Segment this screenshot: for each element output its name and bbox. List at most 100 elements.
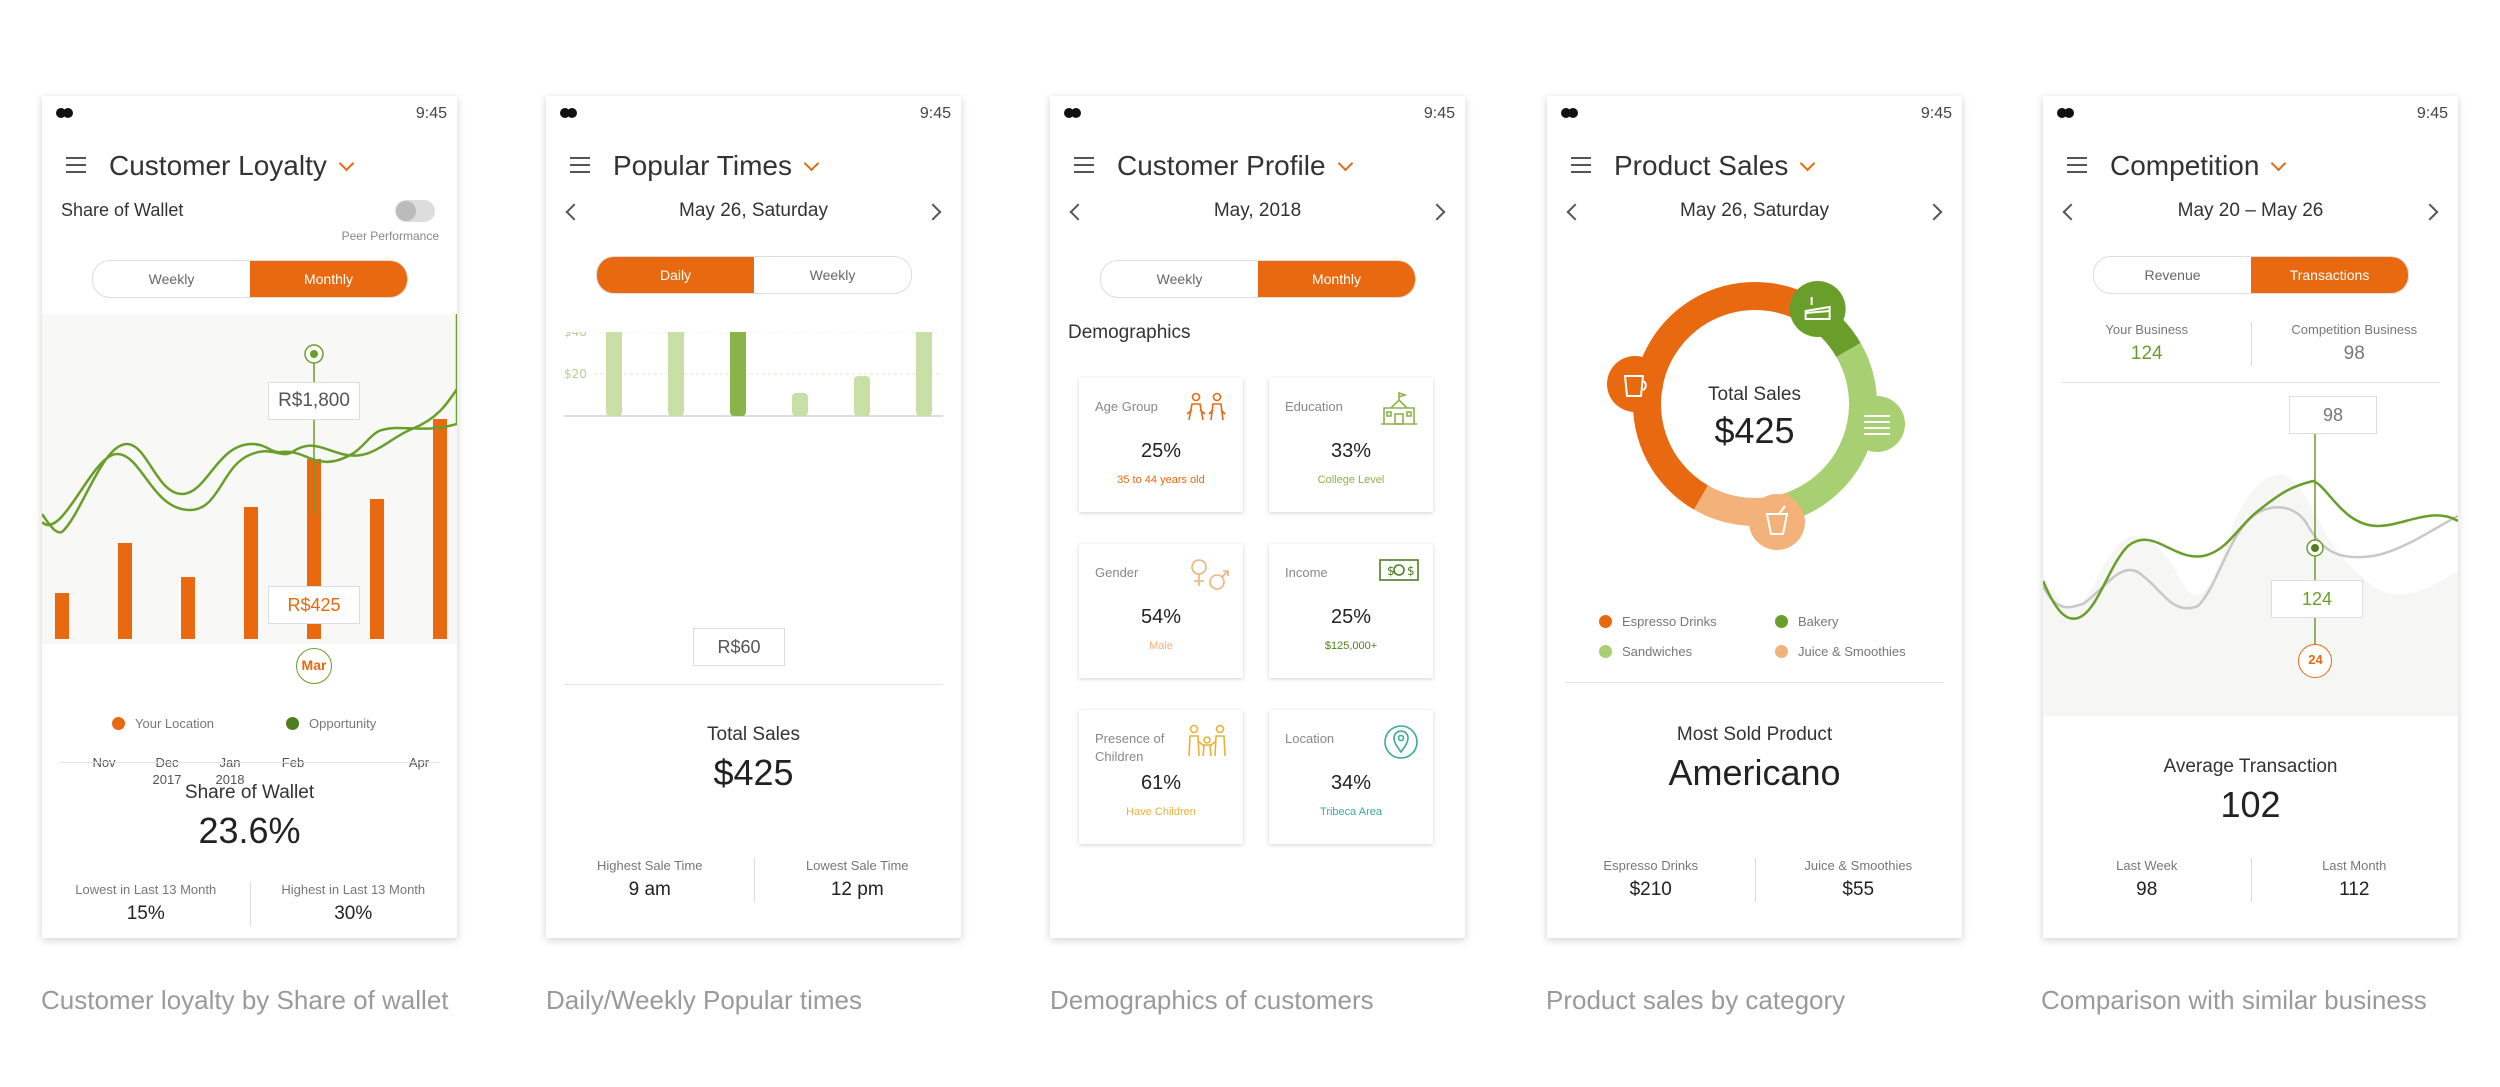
selected-month-ring[interactable] bbox=[296, 648, 332, 684]
svg-text:$: $ bbox=[1387, 564, 1395, 578]
avg-transaction-label: Average Transaction bbox=[2163, 756, 2338, 777]
card-value: 34% bbox=[1330, 772, 1372, 794]
juice-icon bbox=[1749, 494, 1805, 550]
app-bar: Popular Times bbox=[546, 142, 961, 192]
caption-profile: Demographics of customers bbox=[1050, 985, 1374, 1015]
legend-sandwiches: Sandwiches bbox=[1599, 644, 1692, 659]
menu-icon[interactable] bbox=[2067, 157, 2087, 173]
camera-icon bbox=[1064, 108, 1082, 118]
orange-dot-icon bbox=[1599, 615, 1612, 628]
y-tick-label: $20 bbox=[564, 367, 587, 381]
page-title-dropdown[interactable]: Customer Loyalty bbox=[109, 150, 355, 182]
card-sub: Male bbox=[1149, 640, 1173, 652]
tab-weekly[interactable]: Weekly bbox=[1156, 271, 1203, 287]
caption-competition: Comparison with similar business bbox=[2041, 985, 2427, 1015]
highest-sale-time-label: Highest Sale Time bbox=[597, 858, 703, 873]
divider bbox=[2250, 858, 2252, 902]
card-income[interactable]: Income $ $ 25% $125,000+ bbox=[1269, 544, 1433, 678]
min-max-stats: Lowest in Last 13 Month 15% Highest in La… bbox=[42, 882, 457, 938]
selected-day-ring[interactable] bbox=[2298, 644, 2332, 678]
x-axis-year: 2017 bbox=[152, 772, 182, 787]
menu-icon[interactable] bbox=[1074, 157, 1094, 173]
loyalty-chart bbox=[42, 314, 457, 644]
status-time: 9:45 bbox=[1920, 105, 1952, 122]
previous-date-icon[interactable] bbox=[2062, 203, 2080, 221]
total-sales-value: $425 bbox=[713, 752, 794, 793]
opportunity-line bbox=[42, 314, 457, 534]
selected-point bbox=[310, 350, 318, 358]
page-title: Customer Profile bbox=[1117, 150, 1326, 181]
your-business-line bbox=[2043, 479, 2458, 620]
legend-label: Espresso Drinks bbox=[1622, 614, 1717, 629]
tab-revenue[interactable]: Revenue bbox=[2144, 267, 2201, 283]
bar-1p bbox=[854, 376, 870, 416]
card-presence-of-children[interactable]: Presence of Children 61% Have Children bbox=[1079, 710, 1243, 844]
previous-date-icon[interactable] bbox=[1566, 203, 1584, 221]
page-title-dropdown[interactable]: Competition bbox=[2110, 150, 2287, 182]
previous-date-icon[interactable] bbox=[1069, 203, 1087, 221]
selected-day-label: 24 bbox=[2308, 652, 2323, 667]
juice-value: $55 bbox=[1842, 879, 1875, 900]
location-tooltip: R$425 bbox=[268, 586, 360, 624]
menu-icon[interactable] bbox=[570, 157, 590, 173]
period-toggle: Daily Weekly bbox=[596, 256, 912, 294]
x-axis-label: Nov bbox=[92, 755, 116, 770]
card-gender[interactable]: Gender 54% Male bbox=[1079, 544, 1243, 678]
tab-monthly[interactable]: Monthly bbox=[1258, 261, 1415, 297]
tab-transactions[interactable]: Transactions bbox=[2251, 257, 2408, 293]
chart-area bbox=[2043, 474, 2458, 716]
page-title: Customer Loyalty bbox=[109, 150, 327, 181]
peer-performance-toggle[interactable] bbox=[395, 200, 435, 222]
card-value: 33% bbox=[1330, 440, 1372, 462]
date-label: May 26, Saturday bbox=[1680, 200, 1829, 221]
gender-icon bbox=[1191, 559, 1229, 590]
card-age-group[interactable]: Age Group 25% 35 to 44 years old bbox=[1079, 378, 1243, 512]
app-bar: Competition bbox=[2043, 142, 2458, 192]
tab-weekly[interactable]: Weekly bbox=[809, 267, 856, 283]
previous-date-icon[interactable] bbox=[565, 203, 583, 221]
cake-icon bbox=[1789, 280, 1846, 337]
page-title-dropdown[interactable]: Customer Profile bbox=[1117, 150, 1353, 182]
bar-10a bbox=[668, 332, 684, 416]
x-axis-label: Feb bbox=[281, 755, 305, 770]
next-date-icon[interactable] bbox=[1428, 203, 1446, 221]
app-bar: Customer Profile bbox=[1050, 142, 1465, 192]
menu-icon[interactable] bbox=[66, 157, 86, 173]
section-title: Demographics bbox=[1068, 322, 1191, 343]
phone-popular-times: 9:45 Popular Times May 26, Saturday Dail… bbox=[546, 96, 961, 938]
competition-line bbox=[2043, 506, 2458, 610]
legend-label: Your Location bbox=[135, 716, 215, 731]
divider bbox=[2250, 322, 2252, 366]
highest-value: 30% bbox=[334, 903, 373, 924]
next-date-icon[interactable] bbox=[924, 203, 942, 221]
tab-weekly[interactable]: Weekly bbox=[148, 271, 195, 287]
tab-daily[interactable]: Daily bbox=[597, 257, 754, 293]
card-label: Presence of Children bbox=[1095, 731, 1165, 764]
page-title-dropdown[interactable]: Product Sales bbox=[1614, 150, 1816, 182]
share-of-wallet-label: Share of Wallet bbox=[61, 200, 184, 220]
card-location[interactable]: Location 34% Tribeca Area bbox=[1269, 710, 1433, 844]
popular-times-chart: $100$80$60$40$20 bbox=[564, 332, 943, 417]
location-bar bbox=[181, 577, 195, 639]
lowest-sale-time-value: 12 pm bbox=[830, 879, 884, 900]
summary-label: Share of Wallet bbox=[184, 782, 315, 803]
most-sold-block: Most Sold Product Americano bbox=[1547, 724, 1962, 794]
camera-icon bbox=[2057, 108, 2075, 118]
business-compare: Your Business 124 Competition Business 98 bbox=[2043, 322, 2458, 382]
card-value: 25% bbox=[1140, 440, 1182, 462]
juice-label: Juice & Smoothies bbox=[1804, 858, 1913, 873]
legend-label: Opportunity bbox=[309, 716, 377, 731]
x-axis-label: Dec bbox=[155, 755, 179, 770]
page-title-dropdown[interactable]: Popular Times bbox=[613, 150, 820, 182]
card-education[interactable]: Education 33% College Level bbox=[1269, 378, 1433, 512]
tab-monthly[interactable]: Monthly bbox=[250, 261, 407, 297]
next-date-icon[interactable] bbox=[2421, 203, 2439, 221]
donut-label: Total Sales bbox=[1708, 384, 1801, 405]
location-bar bbox=[433, 419, 447, 639]
next-date-icon[interactable] bbox=[1925, 203, 1943, 221]
phone-competition: 9:45 Competition May 20 – May 26 Revenue… bbox=[2043, 96, 2458, 938]
menu-icon[interactable] bbox=[1571, 157, 1591, 173]
highest-label: Highest in Last 13 Month bbox=[281, 882, 426, 897]
school-icon bbox=[1381, 392, 1417, 425]
total-sales-label: Total Sales bbox=[707, 724, 800, 745]
